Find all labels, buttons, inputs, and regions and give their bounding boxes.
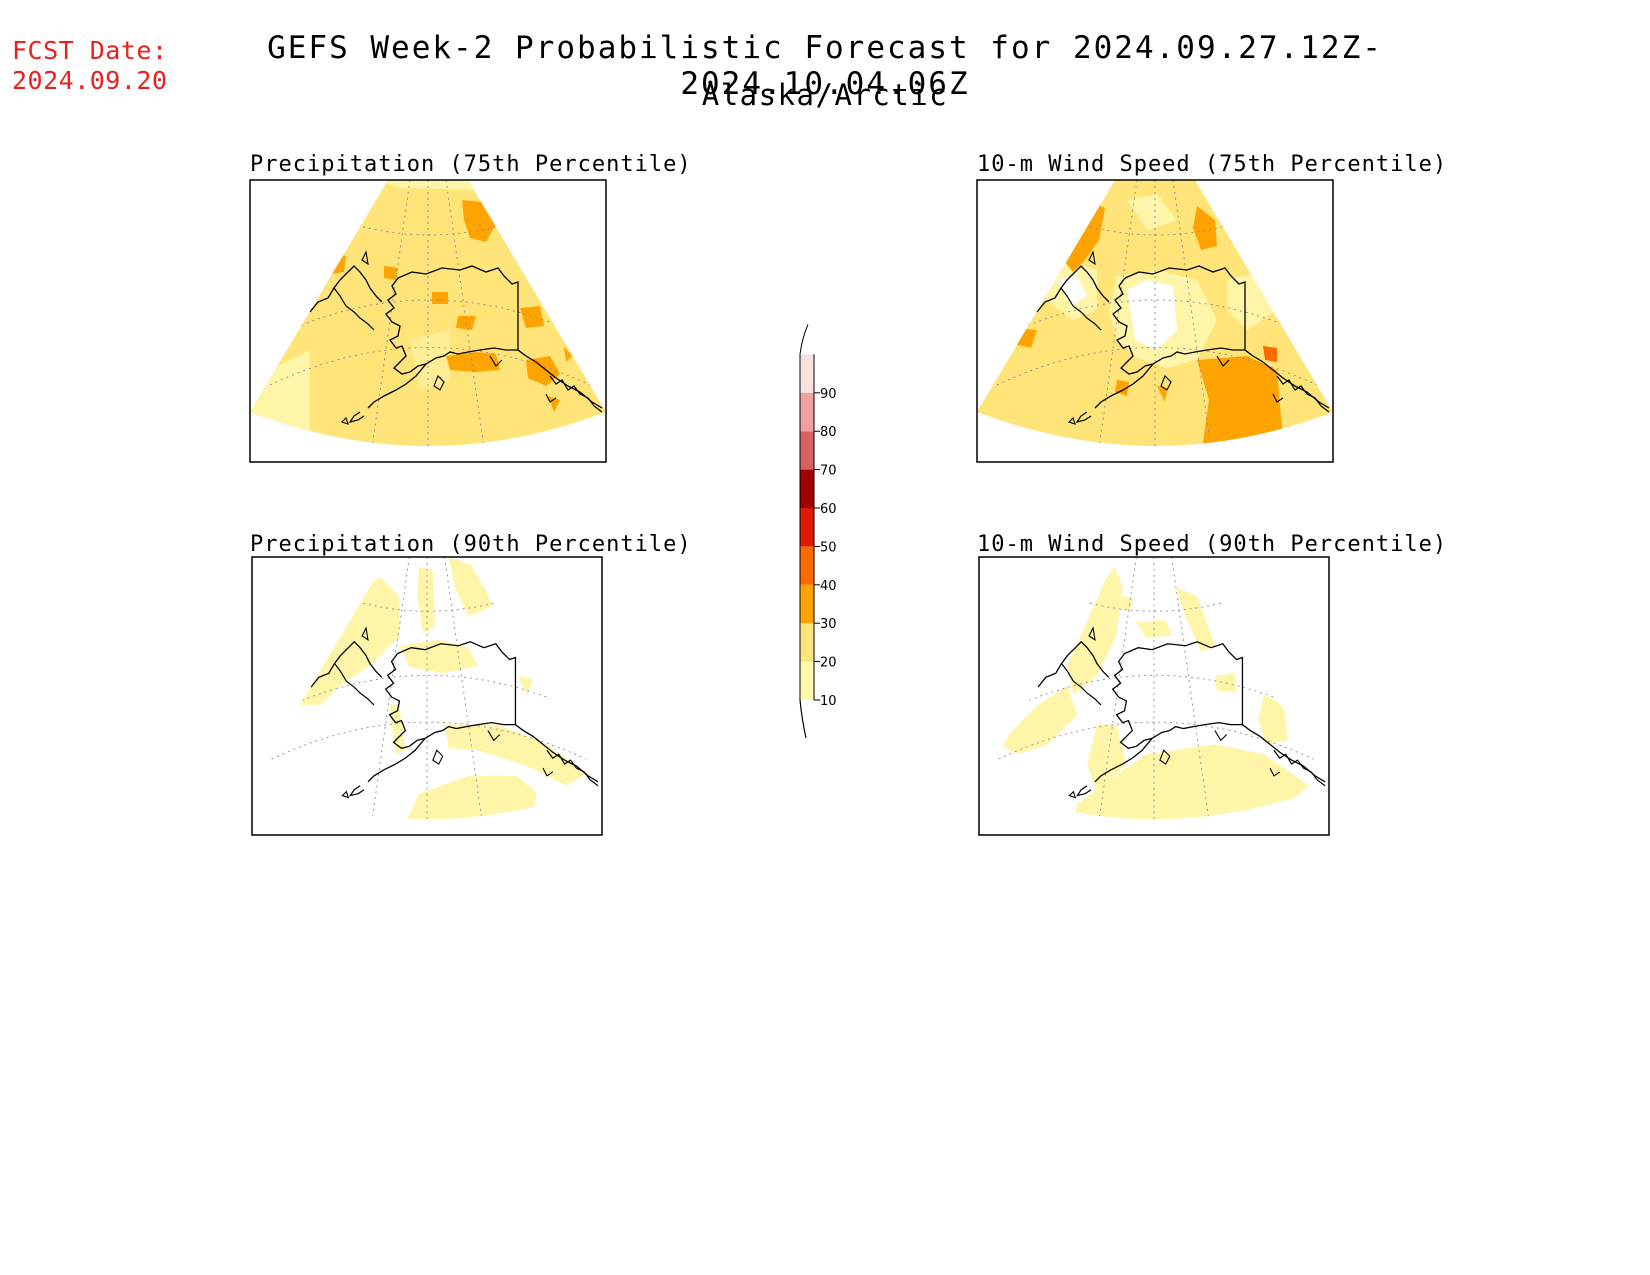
colorbar-swatch-10 [800,661,814,700]
colorbar-tail-bottom [799,699,807,739]
colorbar-label-60: 60 [820,502,837,517]
map-wind-75 [976,179,1334,463]
forecast-date-label: FCST Date: [12,36,168,65]
colorbar-swatch-40 [800,546,814,585]
colorbar-label-40: 40 [820,579,837,594]
colorbar-frame [799,324,815,700]
region-subtitle: Alaska/Arctic [701,78,949,112]
colorbar-label-70: 70 [820,464,837,479]
colorbar-swatch-30 [800,584,814,624]
forecast-date-value: 2024.09.20 [12,66,168,95]
map-wind-90 [978,556,1330,836]
colorbar-swatch-20 [800,623,814,662]
map-precip-75 [249,179,607,463]
colorbar-swatch-70 [800,431,814,470]
colorbar-label-10: 10 [820,694,837,709]
colorbar-swatch-50 [800,508,814,547]
colorbar-swatch-80 [800,392,814,432]
colorbar: 10 20 30 40 50 60 70 80 90 [799,324,837,739]
colorbar-label-30: 30 [820,617,837,632]
colorbar-swatch-90 [800,354,814,393]
colorbar-label-50: 50 [820,540,837,555]
colorbar-label-20: 20 [820,656,837,671]
map-precip-90 [251,556,603,836]
colorbar-label-80: 80 [820,425,837,440]
colorbar-swatch-60 [800,469,814,508]
colorbar-label-90: 90 [820,387,837,402]
forecast-date-block: FCST Date: 2024.09.20 [12,36,168,96]
page-title: GEFS Week-2 Probabilistic Forecast for 2… [267,30,1383,102]
